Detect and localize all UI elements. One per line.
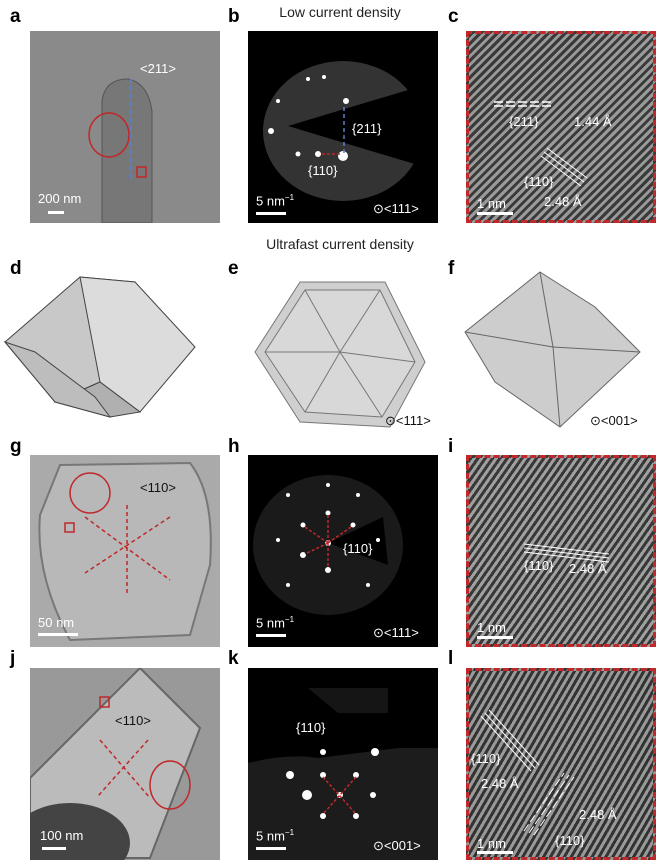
zone-axis-label: ⊙<111> bbox=[373, 625, 419, 640]
panel-c-hrtem: {211} 1.44 Å {110} 2.48 Å 1 nm bbox=[466, 31, 656, 223]
scale-label: 200 nm bbox=[38, 191, 82, 206]
scale-bar bbox=[477, 636, 513, 639]
scale-label: 1 nm bbox=[477, 620, 506, 635]
spacing-label-a: 2.48 Å bbox=[481, 776, 519, 791]
panel-label-h: h bbox=[228, 436, 240, 457]
scale-label: 1 nm bbox=[477, 836, 506, 851]
scale-bar bbox=[38, 633, 78, 636]
panel-k-diffraction: {110} 5 nm−1 ⊙<001> bbox=[248, 668, 438, 860]
cube-model-f bbox=[464, 271, 641, 428]
plane-label-110: {110} bbox=[296, 720, 326, 735]
zone-axis-label-f: ⊙<001> bbox=[590, 413, 638, 428]
plane-label-110: {110} bbox=[308, 163, 338, 178]
panel-label-l: l bbox=[448, 648, 454, 669]
plane-label-110: {110} bbox=[524, 174, 554, 189]
row-title-ultrafast: Ultrafast current density bbox=[266, 236, 414, 252]
scale-bar bbox=[477, 851, 513, 854]
panel-label-j: j bbox=[10, 648, 16, 669]
scale-bar bbox=[42, 847, 66, 850]
spacing-label: 2.48 Å bbox=[569, 561, 607, 576]
panel-label-i: i bbox=[448, 436, 454, 457]
zone-axis-label-e: ⊙<111> bbox=[385, 413, 431, 428]
spacing-label-211: 1.44 Å bbox=[574, 114, 612, 129]
direction-label: <110> bbox=[115, 713, 151, 728]
panel-label-k: k bbox=[228, 648, 239, 669]
panel-h-diffraction: {110} 5 nm−1 ⊙<111> bbox=[248, 455, 438, 647]
scale-bar bbox=[48, 211, 64, 214]
panel-l-hrtem: {110} 2.48 Å {110} 2.48 Å 1 nm bbox=[466, 668, 656, 860]
scale-bar bbox=[477, 212, 513, 215]
panel-g-tem-image: <110> 50 nm bbox=[30, 455, 220, 647]
spacing-label-b: 2.48 Å bbox=[579, 807, 617, 822]
zone-axis-label: ⊙<111> bbox=[373, 201, 419, 216]
direction-label: <110> bbox=[140, 480, 176, 495]
panel-label-d: d bbox=[10, 258, 22, 279]
panel-label-g: g bbox=[10, 436, 22, 457]
panel-label-b: b bbox=[228, 6, 240, 27]
scale-label: 50 nm bbox=[38, 615, 75, 630]
row-title-low: Low current density bbox=[279, 4, 401, 20]
panel-label-c: c bbox=[448, 6, 459, 27]
scale-label: 100 nm bbox=[40, 828, 84, 843]
scale-label: 5 nm−1 bbox=[256, 615, 295, 631]
rhombic-dodecahedron-model-d bbox=[3, 276, 196, 418]
panel-j-tem-image: <110> 100 nm bbox=[30, 668, 220, 860]
plane-label-211: {211} bbox=[352, 121, 382, 136]
octahedron-model-e bbox=[254, 281, 426, 428]
panel-a-tem-image: <211> 200 nm bbox=[30, 31, 220, 223]
direction-label: <211> bbox=[140, 61, 176, 76]
plane-label-110: {110} bbox=[524, 558, 554, 573]
plane-label-110: {110} bbox=[343, 541, 373, 556]
scale-label: 5 nm−1 bbox=[256, 828, 295, 844]
plane-label-211: {211} bbox=[509, 114, 539, 129]
plane-label-110-b: {110} bbox=[555, 833, 585, 848]
scale-label: 1 nm bbox=[477, 196, 506, 211]
scale-bar bbox=[256, 634, 286, 637]
crystal-models bbox=[3, 271, 641, 428]
panel-i-hrtem: {110} 2.48 Å 1 nm bbox=[466, 455, 656, 647]
panel-label-e: e bbox=[228, 258, 239, 279]
panel-label-f: f bbox=[448, 258, 455, 279]
scale-label: 5 nm−1 bbox=[256, 193, 295, 209]
scale-bar bbox=[256, 847, 286, 850]
plane-label-110-a: {110} bbox=[471, 751, 501, 766]
scale-bar bbox=[256, 212, 286, 215]
spacing-label-110: 2.48 Å bbox=[544, 194, 582, 209]
zone-axis-label: ⊙<001> bbox=[373, 838, 421, 853]
panel-label-a: a bbox=[10, 6, 21, 27]
panel-b-diffraction: {211} {110} 5 nm−1 ⊙<111> bbox=[248, 31, 438, 223]
